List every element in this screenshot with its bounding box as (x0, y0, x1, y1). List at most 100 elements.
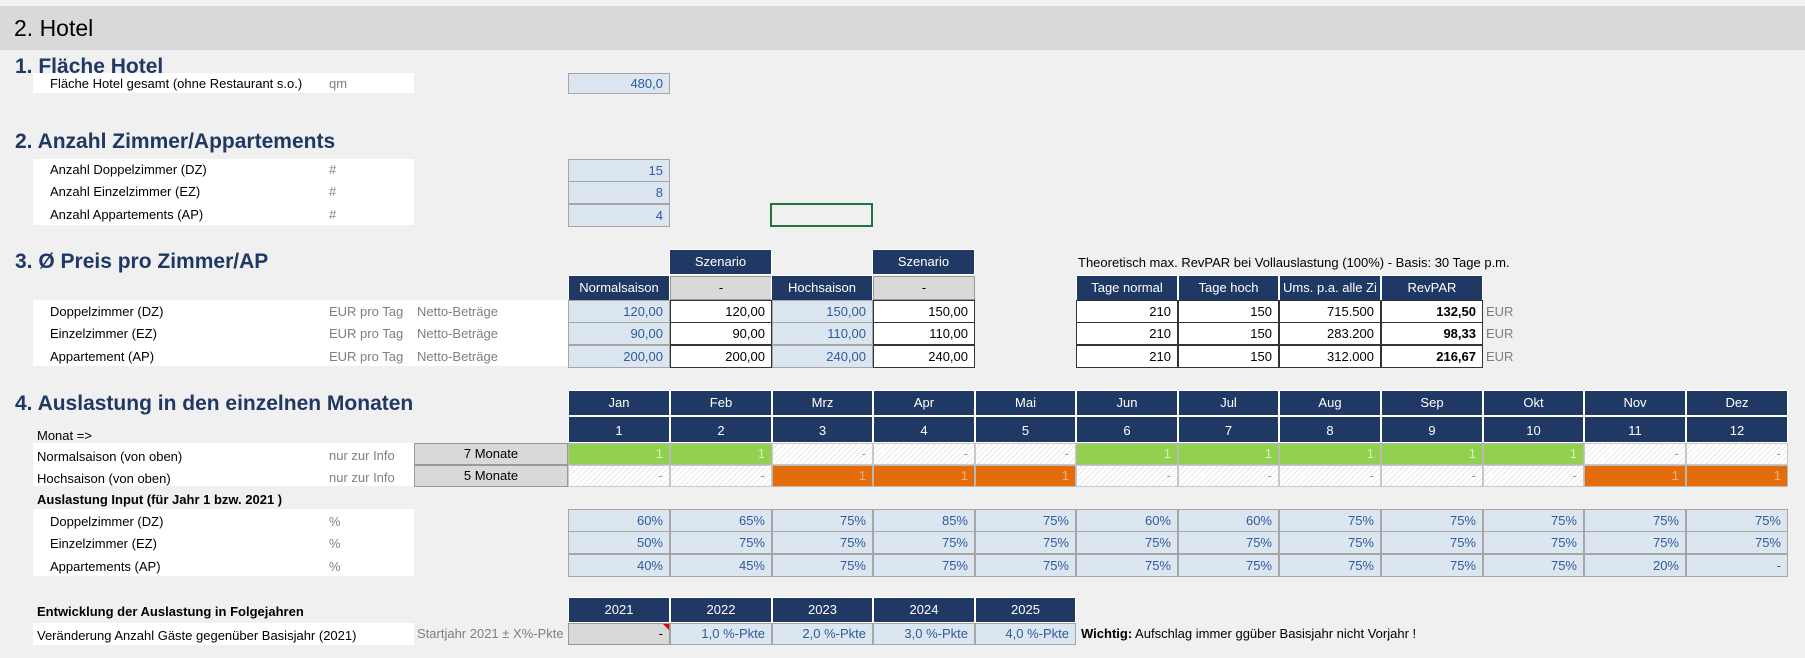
page-title: 2. Hotel (14, 15, 94, 41)
monat-label: Monat => (37, 428, 92, 443)
dev-year-header: 2025 (975, 597, 1076, 623)
room-count-input[interactable]: 4 (568, 204, 670, 227)
dev-input: - (568, 623, 670, 645)
season-cell: - (1076, 465, 1178, 487)
occupancy-input[interactable]: 75% (772, 554, 873, 577)
occupancy-input[interactable]: 75% (873, 531, 975, 554)
section-3-title: 3. Ø Preis pro Zimmer/AP (15, 250, 269, 273)
occupancy-input[interactable]: 75% (1584, 509, 1686, 532)
month-number: 6 (1076, 416, 1178, 443)
occupancy-input[interactable]: 75% (975, 554, 1076, 577)
month-header: Dez (1686, 390, 1788, 416)
season-cell: - (1279, 465, 1381, 487)
season-cell: 1 (772, 465, 873, 487)
occupancy-input[interactable]: 75% (1381, 509, 1483, 532)
occupancy-input[interactable]: 40% (568, 554, 670, 577)
revpar-cell: 150 (1178, 300, 1279, 323)
price-normal-input[interactable]: 120,00 (568, 300, 670, 323)
room-count-input[interactable]: 8 (568, 181, 670, 204)
occupancy-input[interactable]: 75% (772, 509, 873, 532)
dev-input[interactable]: 3,0 %-Pkte (873, 623, 975, 645)
flaeche-input[interactable]: 480,0 (568, 73, 670, 94)
occupancy-input[interactable]: 75% (670, 531, 772, 554)
occupancy-input[interactable]: 60% (1178, 509, 1279, 532)
season-cell: - (1584, 443, 1686, 465)
occupancy-input[interactable]: 75% (1584, 531, 1686, 554)
revpar-cell: 132,50 (1381, 300, 1483, 323)
occupancy-input[interactable]: 75% (975, 531, 1076, 554)
price-normal-input[interactable]: 200,00 (568, 345, 670, 368)
occupancy-input[interactable]: 60% (1076, 509, 1178, 532)
season-cell: - (1483, 465, 1584, 487)
occupancy-input[interactable]: 75% (1381, 531, 1483, 554)
price-normal-value: 120,00 (670, 300, 772, 323)
occupancy-input[interactable]: 75% (1483, 554, 1584, 577)
occupancy-input[interactable]: 75% (1686, 531, 1788, 554)
occupancy-input[interactable]: 75% (1686, 509, 1788, 532)
dev-year-header: 2022 (670, 597, 772, 623)
occupancy-input[interactable]: 75% (1483, 531, 1584, 554)
room-count-label: Anzahl Appartements (AP) (50, 207, 204, 222)
revpar-caption: Theoretisch max. RevPAR bei Vollauslastu… (1078, 255, 1510, 270)
occupancy-unit: % (329, 514, 341, 529)
month-number: 5 (975, 416, 1076, 443)
price-hoch-input[interactable]: 150,00 (772, 300, 873, 323)
occupancy-input[interactable]: 45% (670, 554, 772, 577)
season-cell: - (975, 443, 1076, 465)
price-hoch-input[interactable]: 110,00 (772, 322, 873, 345)
season-cell: - (568, 465, 670, 487)
dev-note: Startjahr 2021 ± X%-Pkte (417, 626, 564, 641)
revpar-cell: 312.000 (1279, 345, 1381, 368)
room-count-input[interactable]: 15 (568, 159, 670, 182)
occupancy-input[interactable]: 75% (1076, 531, 1178, 554)
price-normal-input[interactable]: 90,00 (568, 322, 670, 345)
input-label-bg (33, 509, 414, 576)
occupancy-label: Einzelzimmer (EZ) (50, 536, 157, 551)
revpar-header: Ums. p.a. alle Zi (1279, 275, 1381, 301)
occupancy-input[interactable]: 75% (1279, 531, 1381, 554)
month-number: 12 (1686, 416, 1788, 443)
occupancy-input[interactable]: 75% (1076, 554, 1178, 577)
occupancy-input[interactable]: - (1686, 554, 1788, 577)
scenario-hoch-select[interactable]: - (873, 276, 975, 300)
month-header: Jul (1178, 390, 1279, 416)
occupancy-input[interactable]: 65% (670, 509, 772, 532)
revpar-unit: EUR (1486, 326, 1514, 341)
season-cell: - (670, 465, 772, 487)
occupancy-input[interactable]: 75% (772, 531, 873, 554)
dev-input[interactable]: 2,0 %-Pkte (772, 623, 873, 645)
room-count-label: Anzahl Doppelzimmer (DZ) (50, 162, 207, 177)
occupancy-input[interactable]: 50% (568, 531, 670, 554)
dev-warning-text: Aufschlag immer ggüber Basisjahr nicht V… (1132, 626, 1417, 641)
price-row-label: Einzelzimmer (EZ) (50, 326, 157, 341)
season-summary: 5 Monate (414, 465, 568, 487)
season-cell: - (873, 443, 975, 465)
revpar-cell: 98,33 (1381, 322, 1483, 345)
dev-input[interactable]: 1,0 %-Pkte (670, 623, 772, 645)
selected-cell[interactable] (770, 203, 873, 227)
dev-input[interactable]: 4,0 %-Pkte (975, 623, 1076, 645)
month-number: 8 (1279, 416, 1381, 443)
occupancy-input[interactable]: 75% (1178, 531, 1279, 554)
month-number: 7 (1178, 416, 1279, 443)
occupancy-input[interactable]: 75% (1279, 554, 1381, 577)
dev-label: Veränderung Anzahl Gäste gegenüber Basis… (37, 628, 357, 643)
scenario-normal-select[interactable]: - (670, 276, 772, 300)
occupancy-input[interactable]: 75% (1483, 509, 1584, 532)
occupancy-input[interactable]: 60% (568, 509, 670, 532)
occupancy-input[interactable]: 75% (873, 554, 975, 577)
occupancy-input[interactable]: 75% (1279, 509, 1381, 532)
month-number: 3 (772, 416, 873, 443)
occupancy-input[interactable]: 75% (975, 509, 1076, 532)
revpar-header: Tage normal (1076, 275, 1178, 301)
occupancy-input[interactable]: 75% (1381, 554, 1483, 577)
dev-title: Entwicklung der Auslastung in Folgejahre… (37, 604, 304, 619)
room-count-unit: # (329, 162, 337, 177)
occupancy-input[interactable]: 85% (873, 509, 975, 532)
dev-year-header: 2023 (772, 597, 873, 623)
occupancy-input[interactable]: 75% (1178, 554, 1279, 577)
season-cell: 1 (1076, 443, 1178, 465)
price-hoch-value: 150,00 (873, 300, 975, 323)
occupancy-input[interactable]: 20% (1584, 554, 1686, 577)
price-hoch-input[interactable]: 240,00 (772, 345, 873, 368)
